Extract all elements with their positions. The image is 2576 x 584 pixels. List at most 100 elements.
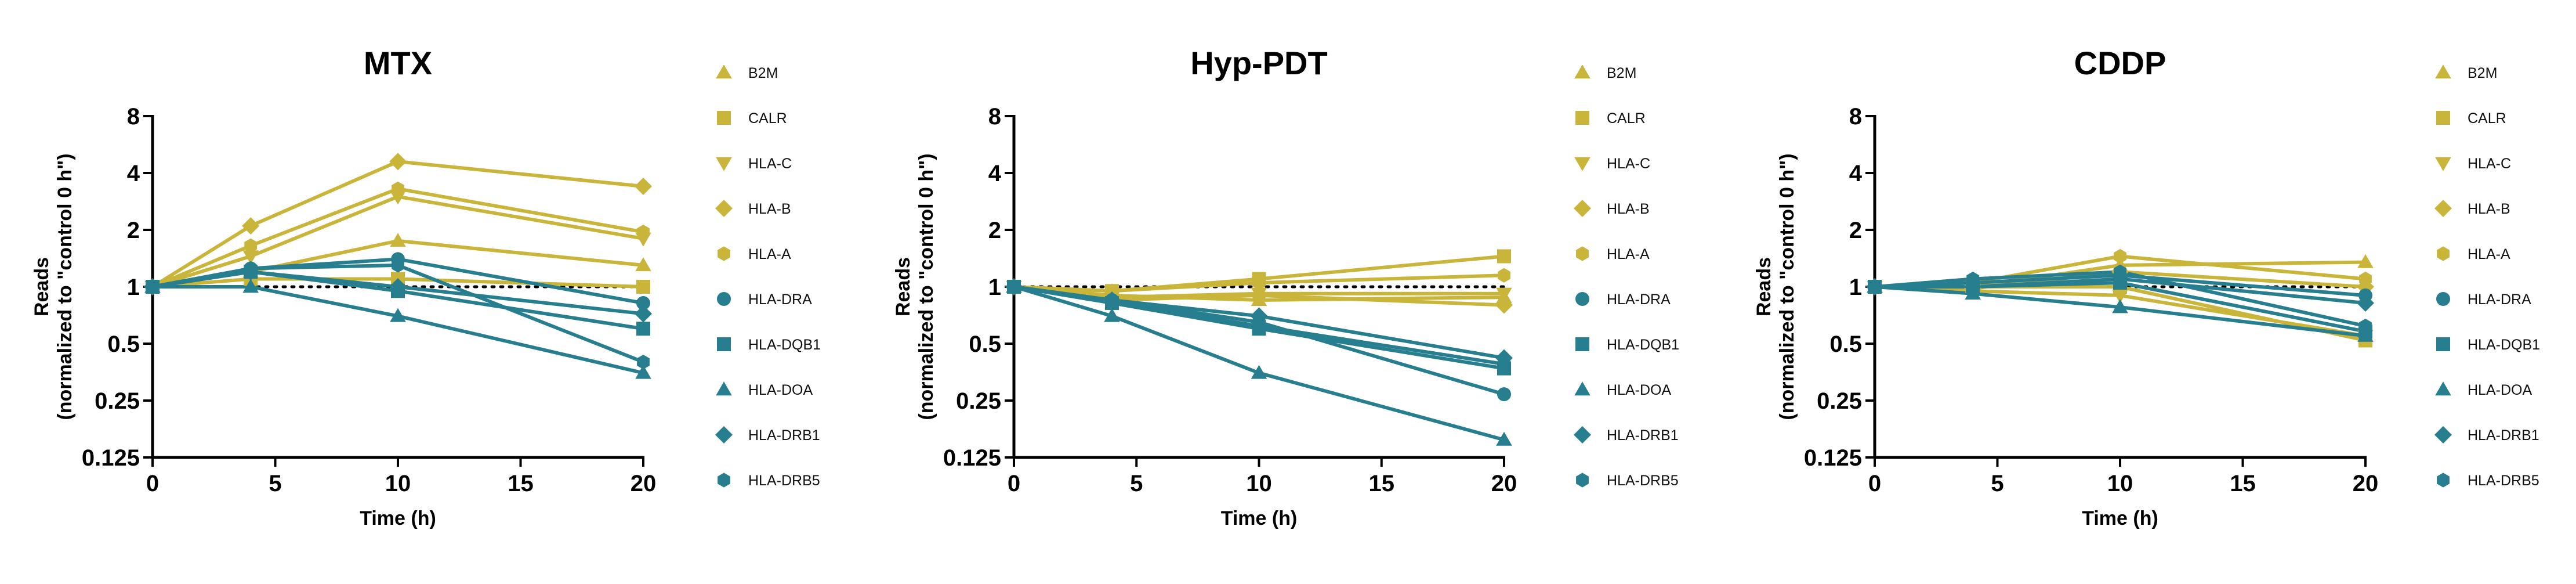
chart-title: Hyp-PDT (1190, 45, 1327, 81)
data-point-hla-drb1 (2357, 294, 2374, 312)
y-tick-label: 0.5 (107, 331, 140, 357)
x-tick-label: 10 (385, 471, 411, 496)
data-point-hla-doa (1251, 365, 1267, 379)
data-point-hla-c (242, 250, 259, 265)
chart-title: MTX (364, 45, 432, 81)
y-tick-label: 1 (988, 275, 1001, 300)
legend-label-hla-c: HLA-C (748, 156, 792, 172)
legend-marker-hla-c (716, 157, 732, 171)
legend-marker-hla-dqb1 (2436, 337, 2450, 351)
data-point-hla-doa (1104, 308, 1120, 322)
legend-label-hla-doa: HLA-DOA (2468, 382, 2532, 398)
data-point-hla-a (2114, 248, 2126, 264)
chart-panel-cddp: CDDP 0.125 0.25 0.5 1 2 4 8 0 5 10 15 20 Time (h) Read… (1753, 45, 2540, 529)
legend-marker-hla-dqb1 (717, 337, 731, 351)
data-point-hla-drb5 (392, 258, 404, 273)
data-point-hla-drb5 (1868, 279, 1881, 294)
series-line-hla-drb5 (1013, 285, 1505, 366)
x-tick-label: 0 (146, 471, 159, 496)
legend-marker-hla-a (1576, 246, 1589, 261)
data-point-hla-doa (2112, 299, 2128, 313)
y-tick-label: 8 (988, 104, 1001, 129)
x-tick-label: 20 (631, 471, 657, 496)
x-axis-label: Time (h) (1221, 507, 1298, 529)
series-line-hla-drb5 (152, 263, 644, 364)
data-point-hla-drb5 (1106, 294, 1118, 309)
series-line-hla-b (151, 160, 644, 289)
series-line-hla-doa (153, 285, 644, 375)
y-tick-label: 0.5 (969, 331, 1001, 357)
legend-label-hla-dra: HLA-DRA (748, 291, 812, 308)
y-tick-label: 8 (127, 104, 140, 129)
data-point-hla-drb5 (2114, 264, 2126, 279)
y-tick-label: 8 (1849, 104, 1862, 129)
data-point-hla-drb1 (389, 278, 407, 295)
y-tick-label: 0.5 (1829, 331, 1862, 357)
y-tick-label: 2 (988, 218, 1001, 243)
y-tick-label: 2 (127, 218, 140, 243)
legend-marker-hla-drb5 (2437, 473, 2450, 488)
legend-label-calr: CALR (2468, 110, 2506, 127)
data-point-hla-doa (242, 279, 259, 293)
data-point-hla-drb5 (1252, 318, 1266, 334)
legend-label-hla-drb1: HLA-DRB1 (748, 427, 820, 444)
legend-marker-b2m (2435, 64, 2451, 79)
chart-panel-mtx: MTX 0.125 0.25 0.5 1 2 4 8 0 5 10 15 20 Time (h) Reads… (31, 45, 821, 529)
y-axis-label-sub: (normalized to "control 0 h") (915, 153, 937, 420)
chart-panel-hyp-pdt: Hyp-PDT 0.125 0.25 0.5 1 2 4 8 0 5 10 15 20 Time (h) R… (892, 45, 1679, 529)
data-point-hla-c (1496, 287, 1512, 302)
x-axis-label: Time (h) (360, 507, 436, 529)
data-point-hla-drb5 (1498, 356, 1510, 372)
data-point-hla-b (635, 177, 652, 195)
x-tick-label: 5 (1130, 471, 1143, 496)
data-point-hla-dra (636, 296, 650, 311)
legend-marker-hla-doa (1574, 381, 1590, 396)
series-line-hla-a (1013, 273, 1505, 293)
legend-marker-hla-doa (716, 381, 732, 396)
data-point-hla-a (637, 224, 650, 240)
legend-label-hla-dqb1: HLA-DQB1 (1607, 337, 1679, 353)
data-point-hla-dqb1 (636, 322, 650, 336)
y-tick-label: 4 (1849, 161, 1863, 186)
legend-label-b2m: B2M (748, 65, 778, 81)
y-tick-label: 0.25 (956, 388, 1001, 414)
data-point-hla-drb5 (244, 261, 258, 276)
data-point-hla-dra (1497, 387, 1511, 402)
legend-marker-calr (717, 111, 731, 125)
x-tick-label: 20 (2353, 471, 2379, 496)
legend-marker-hla-drb5 (1576, 473, 1589, 488)
x-tick-label: 5 (269, 471, 281, 496)
series-line-hla-doa (1013, 285, 1505, 442)
legend-label-hla-c: HLA-C (2468, 156, 2511, 172)
series-line-hla-dra (1874, 273, 2366, 297)
data-point-hla-b (242, 217, 260, 235)
legend-label-hla-dqb1: HLA-DQB1 (748, 337, 821, 353)
x-tick-label: 15 (2230, 471, 2256, 496)
legend-marker-b2m (716, 64, 732, 79)
y-axis-label-sub: (normalized to "control 0 h") (54, 153, 76, 420)
data-point-hla-drb5 (1966, 271, 1980, 287)
x-tick-label: 0 (1008, 471, 1020, 496)
legend-label-hla-doa: HLA-DOA (1607, 382, 1671, 398)
legend-marker-hla-dra (717, 292, 731, 306)
legend-label-hla-drb5: HLA-DRB5 (1607, 473, 1679, 489)
data-point-hla-a (1498, 268, 1510, 283)
chart-title: CDDP (2074, 45, 2166, 81)
legend-marker-hla-b (715, 200, 733, 217)
y-tick-label: 0.25 (95, 388, 140, 414)
y-tick-label: 4 (988, 161, 1002, 186)
x-tick-label: 15 (508, 471, 534, 496)
legend-label-hla-drb1: HLA-DRB1 (2468, 427, 2539, 444)
data-point-hla-a (244, 238, 258, 253)
data-point-hla-doa (635, 365, 651, 379)
data-point-calr (1497, 249, 1511, 264)
legend-label-hla-drb5: HLA-DRB5 (748, 473, 820, 489)
legend-marker-hla-c (2435, 157, 2451, 171)
y-axis-label-sub: (normalized to "control 0 h") (1776, 153, 1798, 420)
legend-marker-hla-dra (1575, 292, 1589, 306)
legend-marker-hla-doa (2435, 381, 2451, 396)
legend-label-b2m: B2M (2468, 65, 2497, 81)
data-point-b2m (635, 257, 651, 272)
x-tick-label: 20 (1491, 471, 1517, 496)
